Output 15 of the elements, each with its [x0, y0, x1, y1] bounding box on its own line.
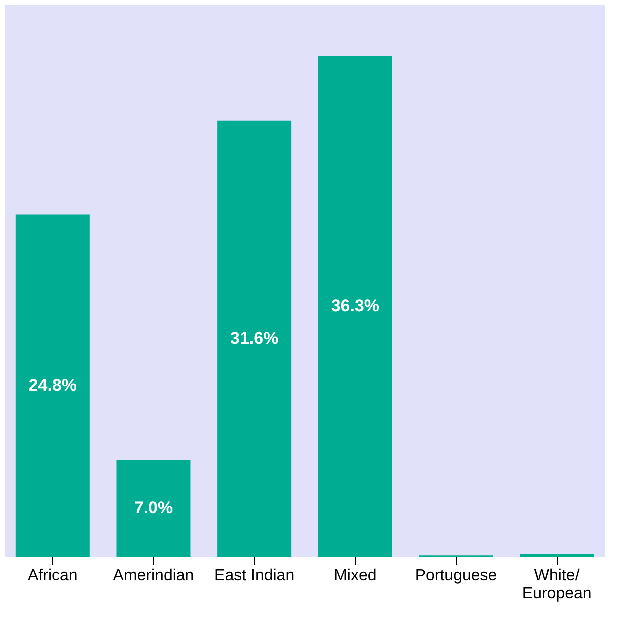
data-label: 24.8% — [28, 376, 77, 395]
data-label: 7.0% — [134, 498, 174, 518]
bar — [16, 214, 90, 557]
x-tick-label: Portuguese — [415, 568, 498, 584]
data-label: 36.3% — [331, 296, 380, 316]
x-tick-label: White/ European — [522, 568, 592, 602]
x-tick-label: African — [28, 568, 78, 584]
x-tick-label: East Indian — [214, 568, 295, 584]
x-tick-label: Amerindian — [113, 568, 194, 584]
bar — [520, 554, 594, 557]
x-tick-label: Mixed — [334, 568, 377, 584]
bar — [218, 120, 292, 557]
data-label: 31.6% — [230, 328, 279, 348]
bar — [318, 56, 392, 557]
bar — [116, 460, 191, 557]
